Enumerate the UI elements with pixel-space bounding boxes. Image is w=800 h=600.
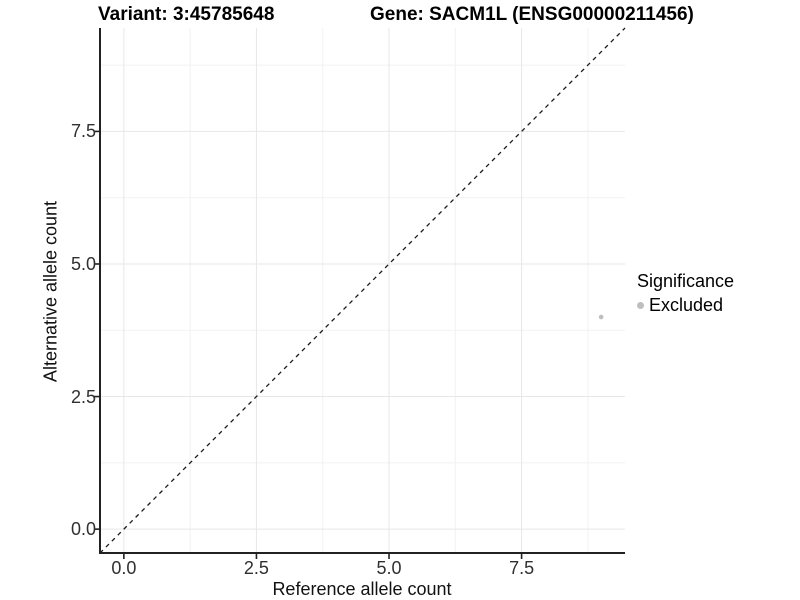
- variant-title: Variant: 3:45785648: [98, 4, 275, 25]
- legend-title: Significance: [637, 271, 735, 291]
- x-tick-label: 7.5: [509, 558, 535, 578]
- x-axis-title: Reference allele count: [272, 579, 452, 599]
- legend-point-icon: [637, 302, 644, 309]
- y-tick-label: 5.0: [70, 253, 96, 274]
- legend-item-excluded: Excluded: [637, 295, 734, 316]
- legend-item-label: Excluded: [649, 295, 724, 315]
- x-tick-label: 5.0: [376, 558, 402, 578]
- y-axis-title: Alternative allele count: [40, 200, 61, 383]
- plot-title: Variant: 3:45785648 Gene: SACM1L (ENSG00…: [0, 4, 800, 28]
- legend: Significance Excluded: [637, 271, 734, 316]
- gene-title: Gene: SACM1L (ENSG00000211456): [370, 4, 694, 25]
- y-tick-label: 7.5: [70, 121, 96, 142]
- x-tick-label: 2.5: [243, 558, 269, 578]
- x-tick-label: 0.0: [111, 558, 137, 578]
- y-tick-label: 0.0: [70, 519, 96, 540]
- y-tick-label: 2.5: [70, 386, 96, 407]
- data-point: [598, 314, 604, 320]
- identity-dashed-line: [99, 27, 626, 554]
